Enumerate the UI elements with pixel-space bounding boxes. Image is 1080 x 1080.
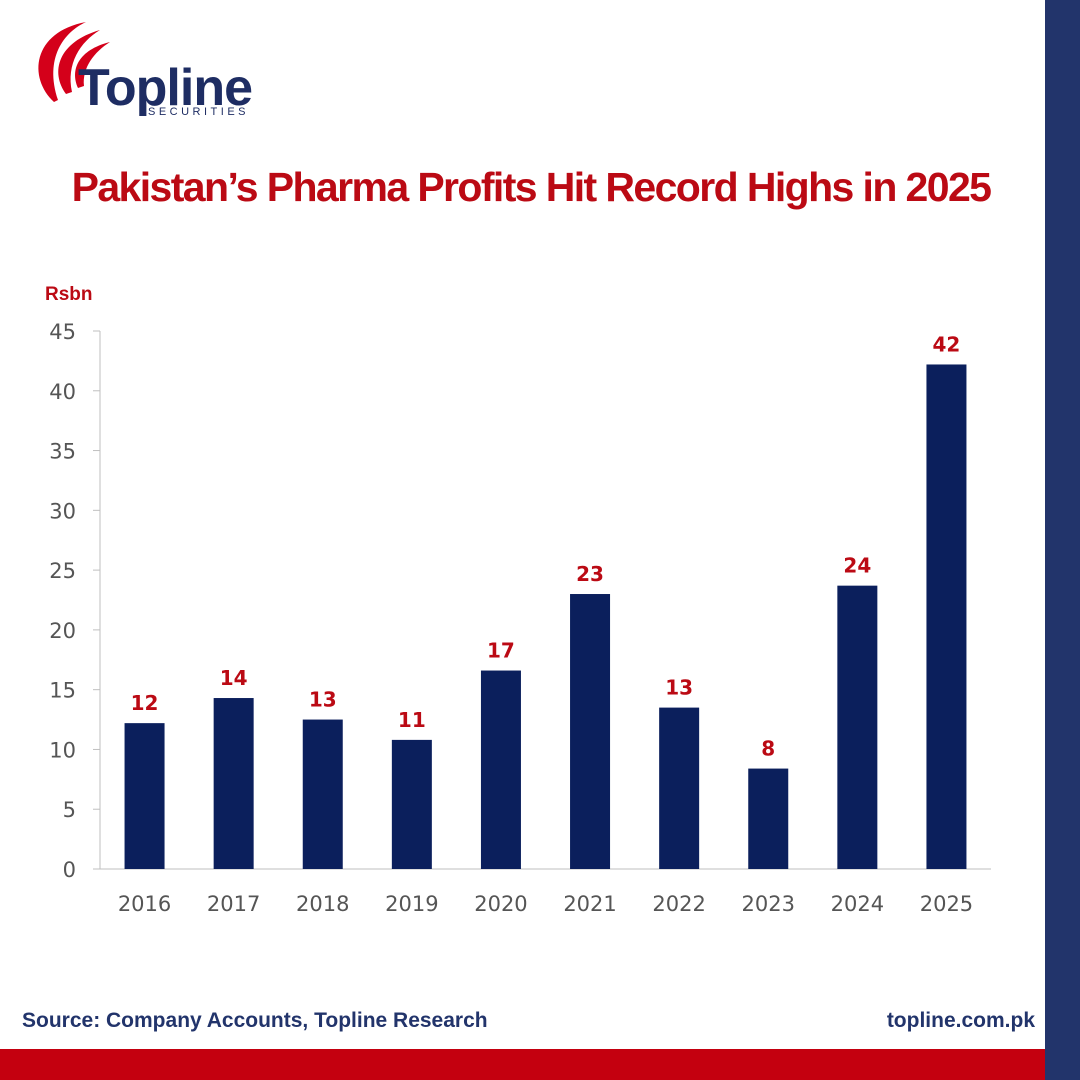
bar-2020 <box>480 670 521 869</box>
y-tick-label: 5 <box>63 798 76 822</box>
x-tick-label-2016: 2016 <box>118 892 171 916</box>
brand-tagline: SECURITIES <box>148 106 250 118</box>
y-axis-unit-label: Rsbn <box>45 284 93 305</box>
data-label-2016: 12 <box>131 691 159 715</box>
right-accent-bar <box>1045 0 1080 1080</box>
swoosh-icon <box>38 22 110 102</box>
y-tick-label: 10 <box>49 738 76 762</box>
bar-2021 <box>570 594 611 869</box>
data-label-2020: 17 <box>487 639 515 663</box>
x-tick-label-2022: 2022 <box>652 892 705 916</box>
brand-logo: Topline SECURITIES <box>22 18 282 128</box>
bar-2024 <box>837 585 878 869</box>
bar-2019 <box>391 739 432 869</box>
bar-2016 <box>124 723 165 869</box>
data-label-2018: 13 <box>309 688 337 712</box>
y-tick-label: 30 <box>49 499 76 523</box>
website-link[interactable]: topline.com.pk <box>886 1009 1035 1032</box>
bar-chart: 0510152025303540451220161420171320181120… <box>49 320 991 916</box>
y-tick-label: 20 <box>49 619 76 643</box>
y-tick-label: 35 <box>49 440 76 464</box>
bar-2017 <box>213 698 254 869</box>
y-tick-label: 45 <box>49 320 76 344</box>
y-tick-label: 0 <box>63 858 76 882</box>
data-label-2022: 13 <box>665 676 693 700</box>
x-tick-label-2017: 2017 <box>207 892 260 916</box>
data-label-2024: 24 <box>843 554 871 578</box>
x-tick-label-2020: 2020 <box>474 892 527 916</box>
data-label-2025: 42 <box>933 332 961 356</box>
x-tick-label-2021: 2021 <box>563 892 616 916</box>
x-tick-label-2019: 2019 <box>385 892 438 916</box>
x-tick-label-2024: 2024 <box>831 892 884 916</box>
source-note: Source: Company Accounts, Topline Resear… <box>22 1009 488 1032</box>
data-label-2019: 11 <box>398 708 426 732</box>
y-tick-label: 15 <box>49 679 76 703</box>
brand-name: Topline <box>78 59 253 117</box>
bar-2023 <box>748 768 789 869</box>
x-tick-label-2023: 2023 <box>742 892 795 916</box>
y-tick-label: 40 <box>49 380 76 404</box>
bottom-accent-bar <box>0 1049 1045 1080</box>
data-label-2023: 8 <box>761 737 775 761</box>
y-tick-label: 25 <box>49 559 76 583</box>
bar-2025 <box>926 364 967 869</box>
data-label-2021: 23 <box>576 562 604 586</box>
x-tick-label-2018: 2018 <box>296 892 349 916</box>
data-label-2017: 14 <box>220 666 248 690</box>
bar-2018 <box>302 719 343 869</box>
page-title: Pakistan’s Pharma Profits Hit Record Hig… <box>71 164 992 210</box>
x-tick-label-2025: 2025 <box>920 892 973 916</box>
bar-2022 <box>659 707 700 869</box>
